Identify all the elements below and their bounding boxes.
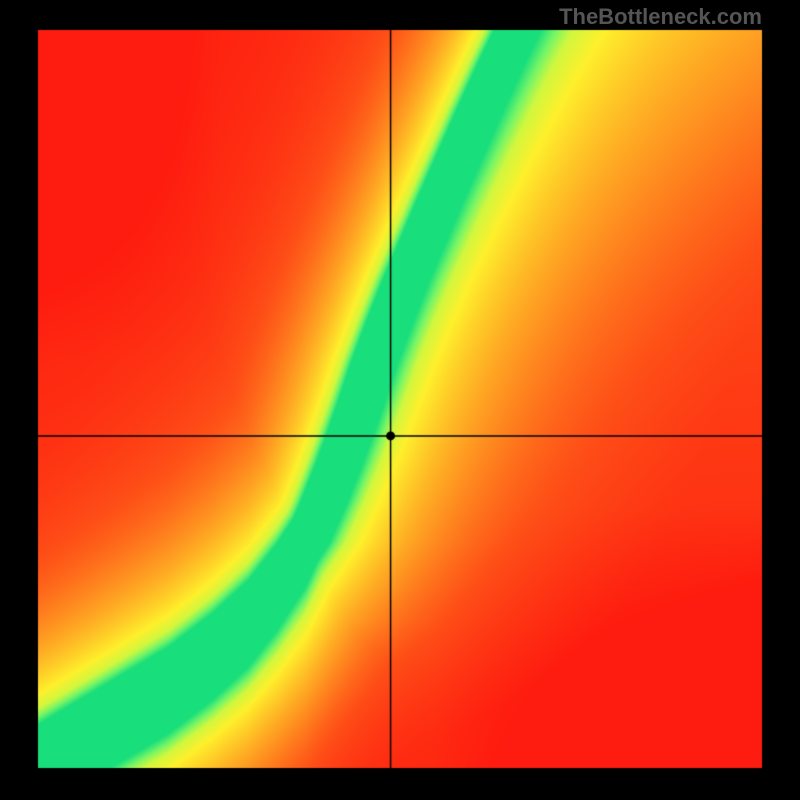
watermark-text: TheBottleneck.com bbox=[559, 4, 762, 30]
chart-container: TheBottleneck.com bbox=[0, 0, 800, 800]
bottleneck-heatmap-canvas bbox=[0, 0, 800, 800]
